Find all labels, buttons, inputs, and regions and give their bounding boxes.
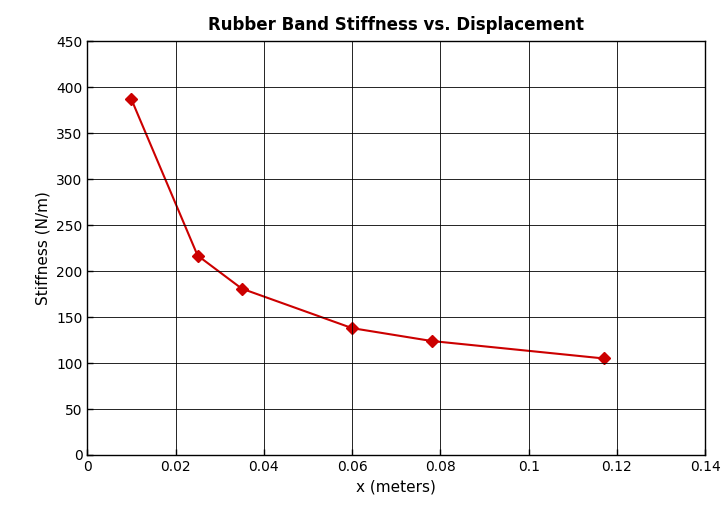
- X-axis label: x (meters): x (meters): [356, 479, 436, 494]
- Y-axis label: Stiffness (N/m): Stiffness (N/m): [36, 191, 50, 305]
- Title: Rubber Band Stiffness vs. Displacement: Rubber Band Stiffness vs. Displacement: [208, 16, 585, 34]
